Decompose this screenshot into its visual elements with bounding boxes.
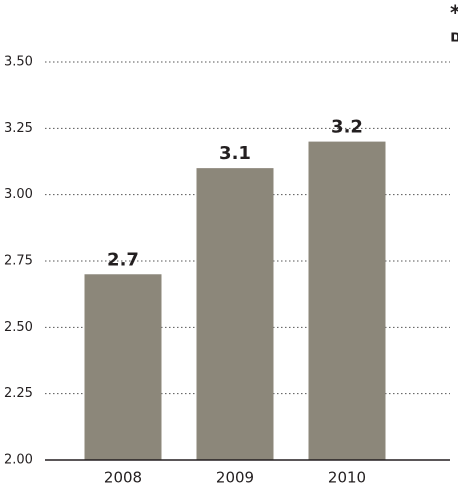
y-tick-label: 3.00 (4, 187, 33, 202)
bar (308, 141, 386, 460)
y-tick-label: 2.00 (4, 453, 33, 468)
y-tick-label: 2.50 (4, 320, 33, 335)
y-tick-label: 3.50 (4, 55, 33, 70)
x-tick-label: 2009 (216, 469, 254, 487)
x-tick-label: 2008 (104, 469, 142, 487)
value-label: 3.1 (219, 143, 251, 164)
y-tick-label: 2.75 (4, 254, 33, 269)
bar (196, 168, 274, 460)
x-tick-label: 2010 (328, 469, 366, 487)
bar (84, 274, 162, 460)
value-label: 2.7 (107, 249, 139, 270)
y-tick-label: 3.25 (4, 121, 33, 136)
chart-title: הכנסות הבנקים מעמלות ני״ע צומחות* (450, 1, 458, 25)
y-tick-label: 2.25 (4, 386, 33, 401)
chart-subtitle: במיליארדי שקלים (450, 27, 458, 46)
value-label: 3.2 (331, 117, 363, 138)
